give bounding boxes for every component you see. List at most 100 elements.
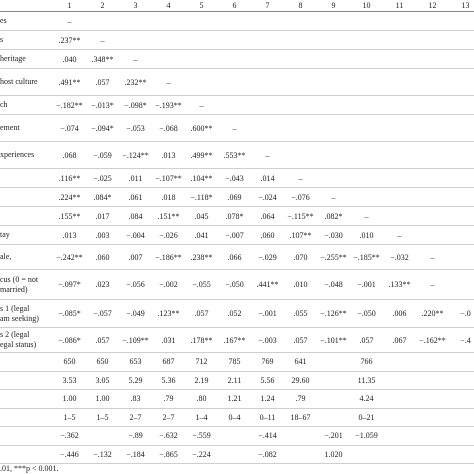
- table-cell: −.076: [291, 192, 310, 202]
- row-label: tay: [0, 230, 10, 239]
- column-header: 5: [199, 1, 204, 10]
- row-label: heritage: [0, 54, 26, 63]
- table-cell: −.414: [258, 431, 277, 441]
- table-cell: .499**: [190, 150, 213, 160]
- table-cell: −.559: [192, 431, 211, 441]
- column-header: 9: [331, 1, 336, 10]
- table-row: .116** −.025 .011 −.107** .104** −.043 .014 –: [0, 169, 474, 188]
- table-row: 650 650 653 687 712 785 769 641 766: [0, 353, 474, 372]
- column-header: 6: [232, 1, 237, 10]
- table-cell: −.632: [159, 431, 178, 441]
- table-cell: 18–67: [290, 412, 311, 422]
- table-cell: −.162**: [419, 335, 446, 345]
- table-cell: .045: [194, 211, 209, 221]
- table-cell: .084: [128, 211, 143, 221]
- table-cell: .011: [128, 173, 143, 183]
- table-cell: .224**: [58, 192, 81, 202]
- table-cell: –: [298, 173, 303, 183]
- table-cell: .167**: [223, 335, 246, 345]
- table-cell: .010: [293, 280, 308, 289]
- table-cell: .055: [293, 309, 308, 318]
- table-cell: .013: [62, 230, 77, 240]
- row-label: ement: [0, 123, 20, 132]
- table-cell: −.186**: [155, 252, 182, 262]
- row-label: host culture: [0, 77, 38, 86]
- table-row: ement −.074 −.094* −.053 −.068 .600** –: [0, 115, 474, 142]
- table-cell: −.053: [126, 123, 145, 133]
- table-cell: −.224: [192, 449, 211, 459]
- table-cell: .006: [392, 309, 407, 318]
- table-cell: −.0: [460, 309, 471, 318]
- table-row: ale, −.242** .060 .007 −.186** .238** .066 −.02…: [0, 245, 474, 270]
- table-cell: −.043: [225, 173, 244, 183]
- table-row: xperiences .068 −.059 −.124** .013 .499** .553…: [0, 142, 474, 169]
- table-cell: .057: [95, 77, 110, 87]
- table-row: s 2 (legal egal status) −.086* .057 −.109**…: [0, 328, 474, 353]
- table-cell: –: [133, 54, 138, 64]
- header-row: 1 2 3 4 5 6 7 8 9 10 11 12 13: [0, 0, 474, 12]
- table-cell: −.107**: [155, 173, 182, 183]
- table-cell: −.184: [126, 449, 145, 459]
- table-cell: −.865: [159, 449, 178, 459]
- table-cell: 687: [162, 357, 175, 367]
- table-cell: .83: [130, 394, 141, 404]
- table-cell: 712: [195, 357, 208, 367]
- table-cell: −.013*: [91, 100, 114, 110]
- table-cell: .010: [359, 230, 374, 240]
- table-cell: −.049: [126, 309, 145, 318]
- table-row: −.362 −.89 −.632 −.559 −.414 −.201 −1.059: [0, 427, 474, 446]
- table-row: cus (0 = not married) −.097* .023 −.056 −.00…: [0, 270, 474, 300]
- table-cell: −.118*: [190, 192, 213, 202]
- column-header: 3: [133, 1, 138, 10]
- table-cell: −.182**: [56, 100, 83, 110]
- table-cell: −.007: [225, 230, 244, 240]
- table-cell: .178**: [190, 335, 213, 345]
- table-cell: .003: [95, 230, 110, 240]
- row-label: s 1 (legal am seeking): [0, 303, 39, 323]
- table-cell: −.101**: [320, 335, 347, 345]
- table-cell: .067: [392, 335, 407, 345]
- table-cell: 2.19: [194, 375, 209, 385]
- column-header: 13: [461, 1, 470, 10]
- table-cell: 2–7: [129, 412, 142, 422]
- table-cell: −.050: [357, 309, 376, 318]
- table-row: .155** .017 .084 .151** .045 .078* .064 −.115**…: [0, 207, 474, 226]
- table-cell: .052: [227, 309, 242, 318]
- table-cell: −.255**: [320, 252, 347, 262]
- table-cell: .078*: [225, 211, 244, 221]
- table-row: s .237** –: [0, 31, 474, 50]
- table-cell: 769: [261, 357, 274, 367]
- table-cell: –: [265, 150, 270, 160]
- table-cell: .133**: [388, 280, 411, 289]
- column-header: 10: [362, 1, 371, 10]
- table-row: 1–5 1–5 2–7 2–7 1–4 0–4 0–11 18–67 0–21: [0, 409, 474, 427]
- table-cell: .151**: [157, 211, 180, 221]
- table-row: heritage .040 .348** –: [0, 50, 474, 69]
- table-cell: −.050: [225, 280, 244, 289]
- table-cell: 0–4: [228, 412, 241, 422]
- table-cell: .237**: [58, 35, 81, 45]
- table-cell: 653: [129, 357, 142, 367]
- table-cell: .068: [62, 150, 77, 160]
- table-cell: −.068: [159, 123, 178, 133]
- table-cell: −.048: [324, 280, 343, 289]
- table-row: 1.00 1.00 .83 .79 .80 1.21 1.24 .79 4.24: [0, 390, 474, 409]
- table-cell: 766: [360, 357, 373, 367]
- table-cell: –: [166, 77, 171, 87]
- table-cell: −.362: [60, 431, 79, 441]
- table-cell: −.026: [159, 230, 178, 240]
- table-cell: −.193**: [155, 100, 182, 110]
- table-cell: –: [232, 123, 237, 133]
- table-cell: 5.36: [161, 375, 176, 385]
- table-cell: .80: [196, 394, 207, 404]
- table-row: es –: [0, 12, 474, 31]
- table-cell: .040: [62, 54, 77, 64]
- column-header: 2: [100, 1, 105, 10]
- table-cell: 3.53: [62, 375, 77, 385]
- table-cell: 5.29: [128, 375, 143, 385]
- table-cell: .060: [260, 230, 275, 240]
- table-cell: 2–7: [162, 412, 175, 422]
- column-header: 11: [395, 1, 404, 10]
- table-footnote: .01, ***p < 0.001.: [0, 464, 59, 473]
